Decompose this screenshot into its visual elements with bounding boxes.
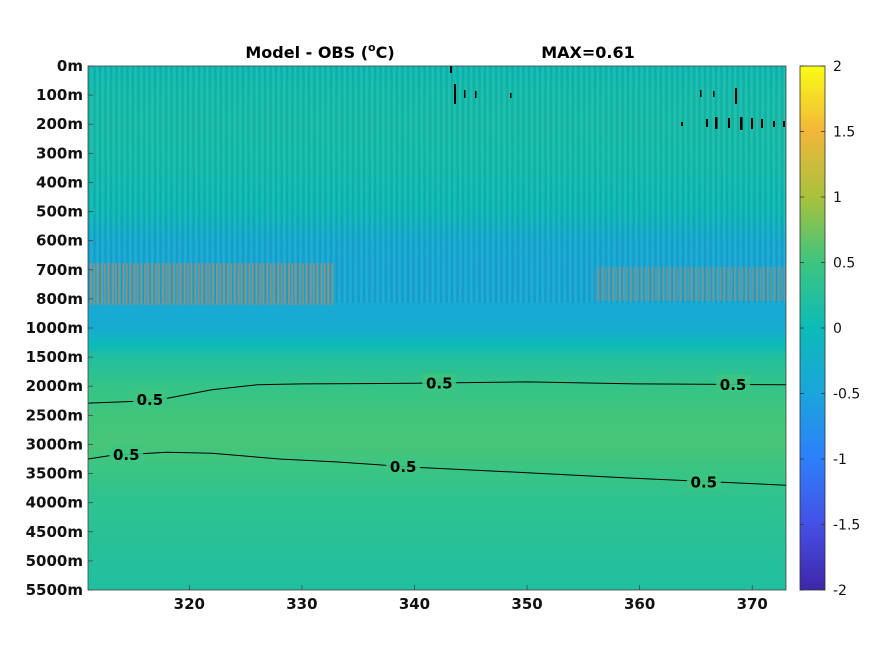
y-tick-label: 3000m xyxy=(26,435,83,453)
max-value-label: MAX=0.61 xyxy=(541,43,635,62)
colorbar-tick-label: 0.5 xyxy=(833,256,855,272)
x-tick-label: 340 xyxy=(399,595,430,613)
contour-fragment xyxy=(773,121,775,127)
contour-fragment xyxy=(740,117,743,130)
contour-label-bg xyxy=(386,457,421,476)
y-tick-label: 700m xyxy=(36,261,83,279)
contour-fragment xyxy=(735,88,737,104)
y-tick-label: 400m xyxy=(36,173,83,191)
contour-fragment xyxy=(751,118,753,129)
contour-fragment xyxy=(700,90,702,97)
y-tick-label: 800m xyxy=(36,290,83,308)
y-tick-label: 4000m xyxy=(26,494,83,512)
y-tick-label: 1500m xyxy=(26,348,83,366)
colorbar-tick-label: -2 xyxy=(833,583,847,599)
colorbar-bar xyxy=(799,65,826,591)
contour-fragment xyxy=(713,91,715,97)
anomaly-patch-west xyxy=(88,263,333,305)
contour-fragment xyxy=(728,118,730,128)
contour-fragment xyxy=(706,119,708,127)
y-tick-label: 3500m xyxy=(26,465,83,483)
y-tick-label: 200m xyxy=(36,115,83,133)
contour-fragment xyxy=(715,117,718,129)
anomaly-patch-east xyxy=(595,267,786,301)
y-tick-label: 600m xyxy=(36,232,83,250)
contour-fragments xyxy=(450,66,785,130)
y-tick-label: 5500m xyxy=(26,581,83,599)
contour-label-bg xyxy=(109,444,144,463)
contour-label-bg xyxy=(686,472,721,491)
colorbar-tick-label: 1 xyxy=(833,190,842,206)
y-tick-label: 5000m xyxy=(26,552,83,570)
colorbar-tick-label: -1 xyxy=(833,452,847,468)
contour-fragment xyxy=(510,93,512,98)
y-tick-label: 2000m xyxy=(26,377,83,395)
colorbar-tick-label: -1.5 xyxy=(833,518,860,534)
x-tick-label: 320 xyxy=(174,595,205,613)
colorbar-tick-label: 0 xyxy=(833,321,842,337)
chart-title: Model - OBS (oC) xyxy=(245,41,394,62)
contour-label: 0.5 xyxy=(720,376,747,394)
contour-label: 0.5 xyxy=(390,458,417,476)
x-axis-ticks: 320 330 340 350 360 370 xyxy=(174,585,768,613)
colorbar-tick-label: 1.5 xyxy=(833,125,855,141)
contour-label-bg xyxy=(716,374,751,393)
plot-area: 0.5 0.5 0.5 0.5 0.5 0.5 xyxy=(87,65,787,591)
contour-layer: 0.5 0.5 0.5 0.5 0.5 0.5 xyxy=(87,373,787,491)
y-tick-label: 300m xyxy=(36,144,83,162)
colorbar-ticks: 2 1.5 1 0.5 0 -0.5 -1 -1.5 -2 xyxy=(800,59,860,599)
x-tick-label: 360 xyxy=(624,595,655,613)
y-tick-label: 100m xyxy=(36,86,83,104)
contour-label: 0.5 xyxy=(426,374,453,392)
contour-fragment xyxy=(681,122,683,126)
contour-fragment xyxy=(464,90,466,98)
contour-label: 0.5 xyxy=(691,473,718,491)
contour-fragment xyxy=(761,119,763,128)
y-tick-label: 2500m xyxy=(26,406,83,424)
contour-fragment xyxy=(783,121,785,127)
contour-label-bg xyxy=(132,389,167,408)
colorbar-tick-label: 2 xyxy=(833,59,842,75)
contour-fragment xyxy=(450,66,452,73)
contour-fragment xyxy=(454,84,456,104)
contour-fragment xyxy=(475,91,477,98)
x-tick-label: 370 xyxy=(737,595,768,613)
x-tick-label: 330 xyxy=(286,595,317,613)
contour-label-bg xyxy=(422,373,457,392)
y-tick-label: 500m xyxy=(36,203,83,221)
colorbar: 2 1.5 1 0.5 0 -0.5 -1 -1.5 -2 xyxy=(799,59,860,599)
contour-label: 0.5 xyxy=(137,391,164,409)
colorbar-tick-label: -0.5 xyxy=(833,387,860,403)
x-tick-label: 350 xyxy=(511,595,542,613)
y-tick-label: 4500m xyxy=(26,523,83,541)
contour-label: 0.5 xyxy=(113,446,140,464)
y-axis-ticks: 0m 100m 200m 300m 400m 500m 600m 700m 800m 1000m 1… xyxy=(26,57,93,599)
y-tick-label: 0m xyxy=(57,57,83,75)
y-tick-label: 1000m xyxy=(26,319,83,337)
